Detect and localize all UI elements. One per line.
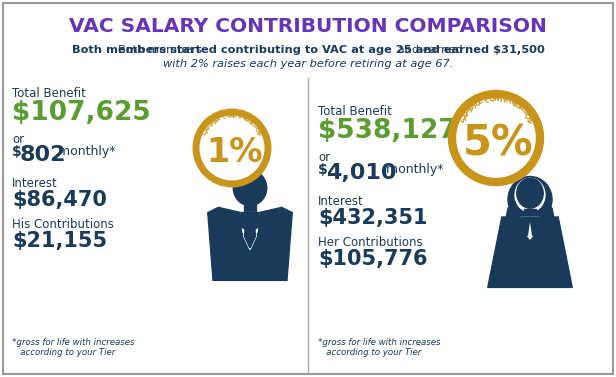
Polygon shape xyxy=(208,207,292,280)
Polygon shape xyxy=(250,213,261,232)
Text: N: N xyxy=(493,96,499,102)
Text: $432,351: $432,351 xyxy=(318,208,428,228)
Text: I: I xyxy=(508,98,513,105)
Ellipse shape xyxy=(517,178,543,208)
Text: Interest: Interest xyxy=(318,195,364,208)
Text: U: U xyxy=(247,118,254,125)
Ellipse shape xyxy=(508,176,552,222)
Polygon shape xyxy=(240,213,250,232)
Text: monthly*: monthly* xyxy=(54,145,116,158)
Text: Interest: Interest xyxy=(12,177,58,190)
Text: Her Contributions: Her Contributions xyxy=(318,236,423,249)
Text: $86,470: $86,470 xyxy=(12,190,107,210)
Text: O: O xyxy=(524,112,532,120)
Text: C: C xyxy=(484,97,490,104)
Polygon shape xyxy=(245,216,255,248)
Text: N: N xyxy=(230,113,234,118)
Text: monthly*: monthly* xyxy=(382,163,444,176)
Text: O: O xyxy=(255,127,262,133)
Text: O: O xyxy=(488,96,495,103)
Text: B: B xyxy=(511,100,518,107)
FancyBboxPatch shape xyxy=(244,204,256,215)
Text: $: $ xyxy=(12,145,22,159)
Circle shape xyxy=(452,94,540,182)
Ellipse shape xyxy=(233,170,267,205)
Text: Y: Y xyxy=(214,116,220,123)
Text: A: A xyxy=(208,121,214,127)
Text: S: S xyxy=(200,130,206,136)
Circle shape xyxy=(196,112,268,184)
Text: N: N xyxy=(527,116,535,124)
Text: L: L xyxy=(205,124,211,130)
FancyBboxPatch shape xyxy=(3,3,613,374)
Text: 5%: 5% xyxy=(463,122,533,164)
Text: U: U xyxy=(514,102,522,110)
Text: O: O xyxy=(225,113,231,119)
Ellipse shape xyxy=(515,178,545,212)
Text: R: R xyxy=(211,118,217,125)
Text: T: T xyxy=(498,96,503,103)
Polygon shape xyxy=(245,216,255,248)
Text: $21,155: $21,155 xyxy=(12,231,107,251)
Text: with 2% raises each year before retiring at age 67.: with 2% raises each year before retiring… xyxy=(163,59,453,69)
Text: T: T xyxy=(233,113,238,119)
Text: A: A xyxy=(202,127,209,133)
Text: N: N xyxy=(257,130,264,137)
Polygon shape xyxy=(519,217,530,236)
Text: R: R xyxy=(237,114,243,120)
Polygon shape xyxy=(241,213,259,241)
Text: Both members started contributing to VAC at age 25 and earned $31,500: Both members started contributing to VAC… xyxy=(71,45,545,55)
Text: Y: Y xyxy=(474,100,481,107)
Polygon shape xyxy=(488,217,572,287)
Text: Total Benefit: Total Benefit xyxy=(12,87,86,100)
Text: 802: 802 xyxy=(20,145,67,165)
Text: L: L xyxy=(463,109,470,116)
Text: 1%: 1% xyxy=(206,135,262,169)
Polygon shape xyxy=(244,216,256,250)
FancyBboxPatch shape xyxy=(524,209,536,221)
Text: S: S xyxy=(458,117,465,124)
Text: I: I xyxy=(254,125,259,129)
Text: Both members                                                      and earned: Both members and earned xyxy=(118,45,498,55)
Polygon shape xyxy=(530,217,541,236)
Polygon shape xyxy=(542,202,558,274)
Polygon shape xyxy=(502,202,517,274)
Text: $105,776: $105,776 xyxy=(318,249,428,269)
Text: R: R xyxy=(502,97,509,104)
Text: *gross for life with increases
   according to your Tier: *gross for life with increases according… xyxy=(12,338,134,357)
Text: $538,127: $538,127 xyxy=(318,118,456,144)
Text: T: T xyxy=(518,105,526,113)
Text: T: T xyxy=(250,121,256,127)
Text: A: A xyxy=(466,105,474,113)
Text: or: or xyxy=(318,151,330,164)
Text: $: $ xyxy=(318,163,328,177)
Text: R: R xyxy=(470,102,477,110)
Text: I: I xyxy=(241,115,245,121)
Text: $107,625: $107,625 xyxy=(12,100,151,126)
Text: or: or xyxy=(12,133,24,146)
Text: B: B xyxy=(244,116,250,123)
Text: 4,010: 4,010 xyxy=(326,163,397,183)
Text: I: I xyxy=(522,109,529,115)
Text: Total Benefit: Total Benefit xyxy=(318,105,392,118)
Text: C: C xyxy=(222,114,227,120)
Text: *gross for life with increases
   according to your Tier: *gross for life with increases according… xyxy=(318,338,440,357)
Text: VAC SALARY CONTRIBUTION COMPARISON: VAC SALARY CONTRIBUTION COMPARISON xyxy=(69,17,547,35)
Text: A: A xyxy=(460,112,468,120)
Polygon shape xyxy=(521,217,539,239)
Text: His Contributions: His Contributions xyxy=(12,218,114,231)
